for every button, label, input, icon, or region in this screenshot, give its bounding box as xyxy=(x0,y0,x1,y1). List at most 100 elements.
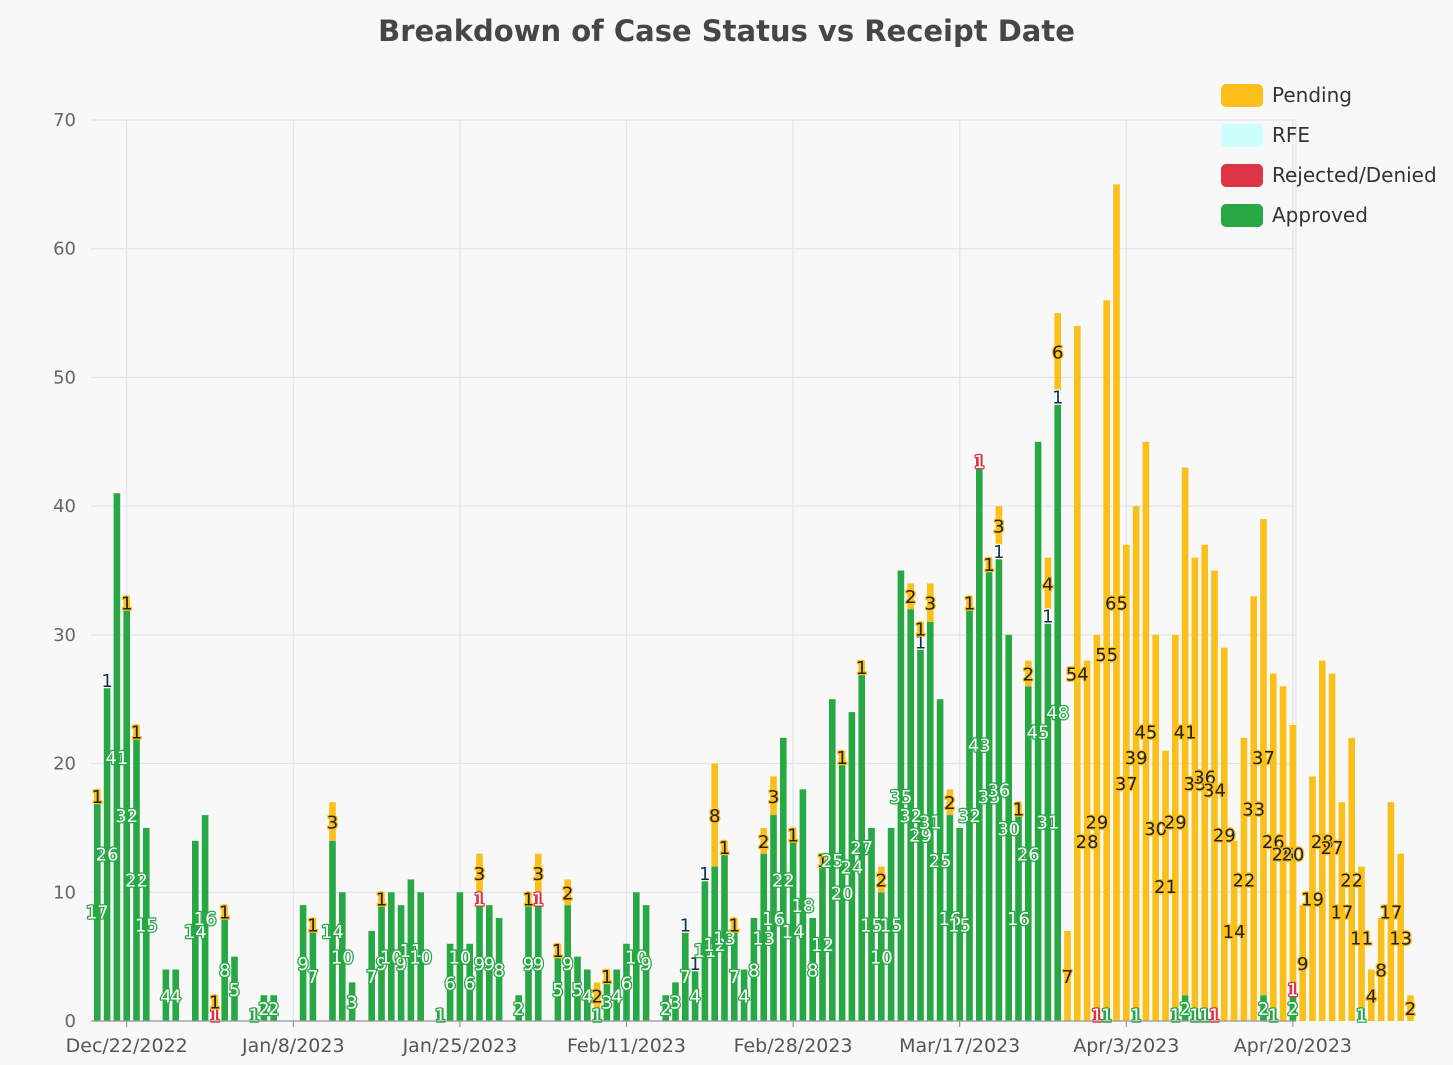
data-label-approved: 9 xyxy=(523,954,534,975)
data-label-pending: 13 xyxy=(1389,928,1412,949)
data-label-approved: 22 xyxy=(772,870,795,891)
bar-approved xyxy=(1172,1008,1179,1021)
bar-approved xyxy=(486,905,493,1021)
bar-approved xyxy=(270,995,277,1021)
bar-approved xyxy=(642,905,650,1021)
bar-pending xyxy=(221,905,228,919)
x-tick-label: Feb/28/2023 xyxy=(734,1035,853,1057)
bar-pending xyxy=(1221,647,1228,1021)
bar-pending xyxy=(94,789,101,803)
data-label-approved: 16 xyxy=(762,909,785,930)
data-label-approved: 22 xyxy=(125,870,148,891)
bar-pending xyxy=(770,776,777,816)
legend-item-rfe[interactable]: RFE xyxy=(1221,122,1310,148)
bar-pending xyxy=(927,583,934,622)
bar-approved xyxy=(1015,815,1022,1021)
data-label-pending: 8 xyxy=(709,806,720,827)
bar-approved xyxy=(1270,1008,1277,1021)
data-label-approved: 10 xyxy=(625,948,648,969)
data-label-approved: 10 xyxy=(380,948,403,969)
bar-pending xyxy=(476,853,483,893)
data-label-approved: 24 xyxy=(840,858,863,879)
data-label-pending: 21 xyxy=(1154,877,1177,898)
bar-approved xyxy=(554,956,562,1021)
bar-approved xyxy=(231,956,238,1021)
data-label-pending: 1 xyxy=(729,915,740,936)
data-label-approved: 1 xyxy=(1130,1006,1141,1027)
data-label-pending: 1 xyxy=(121,594,132,615)
data-label-approved: 14 xyxy=(321,922,344,943)
bar-approved xyxy=(819,866,826,1021)
bar-approved xyxy=(829,699,836,1021)
bar-pending xyxy=(1191,557,1199,1009)
y-tick-label: 0 xyxy=(65,1011,76,1032)
bar-pending xyxy=(858,660,865,674)
data-label-rejected-denied: 1 xyxy=(474,890,485,911)
bar-approved xyxy=(946,815,954,1021)
data-label-pending: 2 xyxy=(562,883,573,904)
data-label-approved: 1 xyxy=(1356,1006,1367,1027)
data-label-pending: 55 xyxy=(1095,645,1118,666)
bar-approved xyxy=(437,1008,444,1021)
legend-item-approved[interactable]: Approved xyxy=(1221,202,1368,228)
bar-approved xyxy=(1054,403,1061,1022)
bar-approved xyxy=(113,493,121,1021)
legend-item-rejected-denied[interactable]: Rejected/Denied xyxy=(1221,162,1437,188)
bar-approved xyxy=(397,905,405,1021)
bar-rejected-denied xyxy=(211,1008,219,1021)
data-label-approved: 7 xyxy=(729,967,740,988)
data-label-approved: 1 xyxy=(591,1006,602,1027)
bar-approved xyxy=(1191,1008,1199,1021)
data-label-rejected-denied: 1 xyxy=(533,890,544,911)
y-tick-label: 10 xyxy=(53,882,76,903)
data-label-approved: 16 xyxy=(938,909,961,930)
bar-approved xyxy=(1289,995,1297,1021)
bar-approved xyxy=(593,1008,601,1021)
bar-approved xyxy=(348,982,356,1021)
data-label-approved: 5 xyxy=(552,980,563,1001)
data-label-approved: 9 xyxy=(297,954,308,975)
data-label-pending: 35 xyxy=(1183,774,1206,795)
data-label-rfe: 1 xyxy=(689,954,700,975)
data-label-approved: 9 xyxy=(562,954,573,975)
bar-approved xyxy=(633,892,640,1021)
bar-rfe xyxy=(701,866,709,880)
legend-item-pending[interactable]: Pending xyxy=(1221,82,1352,108)
bar-pending xyxy=(535,853,542,893)
data-label-approved: 25 xyxy=(821,851,844,872)
data-label-approved: 10 xyxy=(331,948,354,969)
data-label-approved: 1 xyxy=(1170,1006,1181,1027)
bar-pending xyxy=(1083,660,1091,1021)
data-label-pending: 29 xyxy=(1164,812,1187,833)
bar-pending xyxy=(1172,634,1179,1009)
bar-approved xyxy=(495,918,503,1021)
data-label-approved: 10 xyxy=(870,948,893,969)
bar-approved xyxy=(976,467,983,1021)
bar-approved xyxy=(838,763,846,1021)
bar-approved xyxy=(339,892,346,1021)
bar-approved xyxy=(1181,995,1189,1021)
data-label-pending: 1 xyxy=(964,594,975,615)
bar-pending xyxy=(1181,467,1189,996)
bar-approved xyxy=(466,943,473,1021)
data-label-pending: 28 xyxy=(1076,832,1099,853)
data-label-approved: 18 xyxy=(791,896,814,917)
data-label-approved: 10 xyxy=(409,948,432,969)
data-label-pending: 1 xyxy=(1013,800,1024,821)
bar-approved xyxy=(1132,1008,1140,1021)
data-label-pending: 30 xyxy=(1144,819,1167,840)
bar-approved xyxy=(172,969,179,1021)
bar-approved xyxy=(985,570,993,1021)
data-label-pending: 41 xyxy=(1174,722,1197,743)
data-label-approved: 1 xyxy=(1101,1006,1112,1027)
bar-approved xyxy=(936,699,944,1021)
data-label-approved: 1 xyxy=(1189,1006,1200,1027)
bar-rfe xyxy=(1054,390,1061,404)
bar-pending xyxy=(1309,776,1316,1021)
bar-approved xyxy=(956,827,963,1021)
data-label-pending: 36 xyxy=(1193,767,1216,788)
data-label-pending: 1 xyxy=(219,903,230,924)
data-label-approved: 26 xyxy=(1017,845,1040,866)
data-label-pending: 2 xyxy=(905,587,916,608)
bar-pending xyxy=(525,892,532,906)
